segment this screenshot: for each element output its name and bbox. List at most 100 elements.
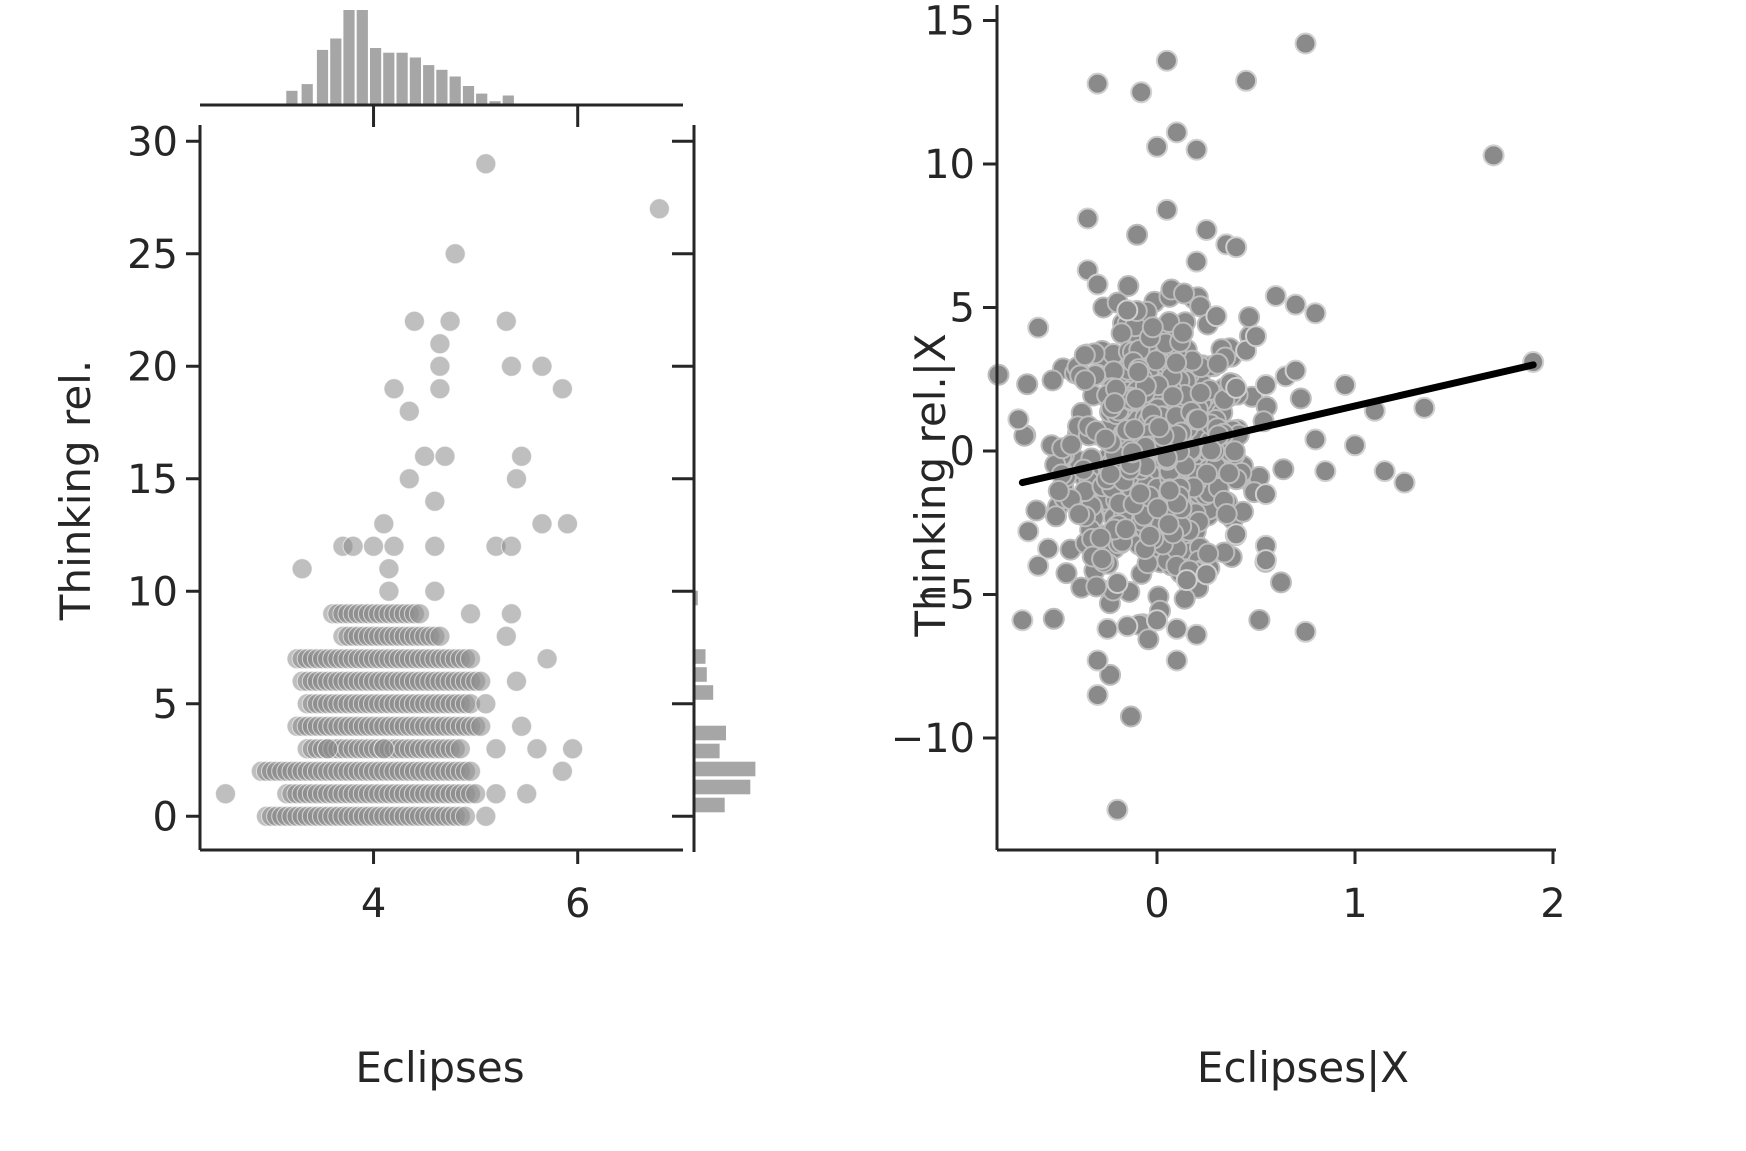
scatter-point xyxy=(403,310,425,332)
scatter-point xyxy=(1171,321,1194,344)
scatter-point xyxy=(1284,293,1307,316)
scatter-point xyxy=(1116,299,1139,322)
scatter-point xyxy=(500,355,522,377)
scatter-point xyxy=(1173,282,1195,305)
top-marginal-histogram xyxy=(200,10,683,127)
scatter-point xyxy=(1254,483,1277,506)
scatter-point xyxy=(1086,72,1109,95)
scatter-point xyxy=(1254,549,1277,572)
scatter-point xyxy=(434,445,456,467)
scatter-point xyxy=(414,445,436,467)
left-joint-plot: 4 6 0 5 10 15 20 25 30 Eclipses Thinking rel. xyxy=(51,10,756,1092)
scatter-point xyxy=(1027,554,1050,577)
scatter-point xyxy=(429,333,451,355)
scatter-point xyxy=(1011,609,1034,632)
scatter-point xyxy=(449,738,471,760)
right-regression-plot: 0 1 2 −10 −5 0 5 10 15 Eclipses|X Thinking rel.|… xyxy=(891,0,1566,1092)
histogram-bar xyxy=(409,57,421,105)
scatter-point xyxy=(475,805,497,827)
histogram-bar xyxy=(301,84,313,105)
scatter-point xyxy=(1158,479,1181,502)
scatter-point xyxy=(1130,81,1153,104)
right-y-axis-label: Thinking rel.|X xyxy=(906,333,955,637)
scatter-point xyxy=(1185,138,1208,161)
scatter-point xyxy=(1157,513,1180,536)
scatter-point xyxy=(1238,306,1261,329)
histogram-bar xyxy=(436,69,448,105)
scatter-point xyxy=(1254,374,1277,396)
scatter-point xyxy=(1264,285,1287,307)
scatter-point xyxy=(1205,305,1228,328)
scatter-point xyxy=(1116,615,1139,638)
scatter-point xyxy=(1086,684,1109,706)
scatter-point xyxy=(383,378,405,400)
scatter-point xyxy=(1344,434,1366,457)
scatter-point xyxy=(1196,462,1218,485)
scatter-point xyxy=(1148,416,1171,439)
left-y-axis-label: Thinking rel. xyxy=(51,360,100,621)
scatter-point xyxy=(500,535,522,557)
scatter-point xyxy=(470,715,492,737)
scatter-point xyxy=(1068,503,1091,526)
y-tick-label: 20 xyxy=(127,344,178,390)
histogram-bar xyxy=(396,52,408,105)
scatter-point xyxy=(429,355,451,377)
scatter-point xyxy=(429,378,451,400)
histogram-bar xyxy=(383,52,395,105)
regression-fit-line xyxy=(1018,361,1537,487)
scatter-point xyxy=(1185,623,1208,646)
scatter-point xyxy=(1141,316,1164,339)
scatter-point xyxy=(648,198,670,220)
scatter-point xyxy=(1146,135,1168,158)
scatter-point xyxy=(1119,705,1142,728)
histogram-bar xyxy=(356,10,368,105)
histogram-bar xyxy=(462,86,475,105)
scatter-point xyxy=(551,760,573,782)
y-tick-label: 0 xyxy=(153,794,178,840)
scatter-point xyxy=(1047,480,1070,502)
scatter-point xyxy=(1099,663,1122,686)
scatter-point xyxy=(373,738,395,760)
right-axes: 0 1 2 −10 −5 0 5 10 15 xyxy=(891,0,1566,927)
y-tick-label: 5 xyxy=(153,682,178,728)
scatter-point xyxy=(1027,316,1050,339)
x-tick-label: 0 xyxy=(1144,881,1169,927)
scatter-point xyxy=(1155,198,1178,221)
scatter-point xyxy=(1017,520,1040,543)
scatter-point xyxy=(1155,49,1178,72)
scatter-point xyxy=(1173,587,1196,610)
scatter-point xyxy=(506,670,527,692)
scatter-point xyxy=(1127,361,1150,383)
scatter-point xyxy=(1175,569,1198,592)
scatter-point xyxy=(1106,798,1129,821)
right-marginal-histogram xyxy=(672,125,756,852)
histogram-bar xyxy=(476,93,488,105)
scatter-point xyxy=(475,153,497,175)
y-tick-label: 5 xyxy=(950,286,975,332)
scatter-point xyxy=(1085,575,1108,598)
scatter-point xyxy=(1042,607,1065,630)
scatter-point xyxy=(506,468,527,490)
scatter-point xyxy=(1146,609,1168,632)
histogram-bar xyxy=(694,649,706,664)
scatter-point xyxy=(500,603,522,625)
scatter-point xyxy=(398,400,420,422)
scatter-point xyxy=(1413,396,1436,419)
scatter-point xyxy=(1073,344,1096,367)
scatter-point xyxy=(378,580,400,602)
scatter-point xyxy=(1117,275,1140,297)
scatter-point xyxy=(1094,427,1117,450)
scatter-point xyxy=(1125,387,1148,410)
scatter-point xyxy=(1393,471,1416,494)
scatter-point xyxy=(1089,526,1112,549)
scatter-point xyxy=(531,513,553,535)
histogram-bar xyxy=(694,743,720,759)
scatter-point xyxy=(398,468,420,490)
scatter-point xyxy=(1016,373,1039,396)
scatter-point xyxy=(1245,325,1267,348)
histogram-bar xyxy=(343,10,355,105)
x-tick-label: 2 xyxy=(1540,881,1565,927)
scatter-point xyxy=(485,783,507,805)
scatter-point xyxy=(526,738,548,760)
scatter-point xyxy=(1223,440,1246,463)
